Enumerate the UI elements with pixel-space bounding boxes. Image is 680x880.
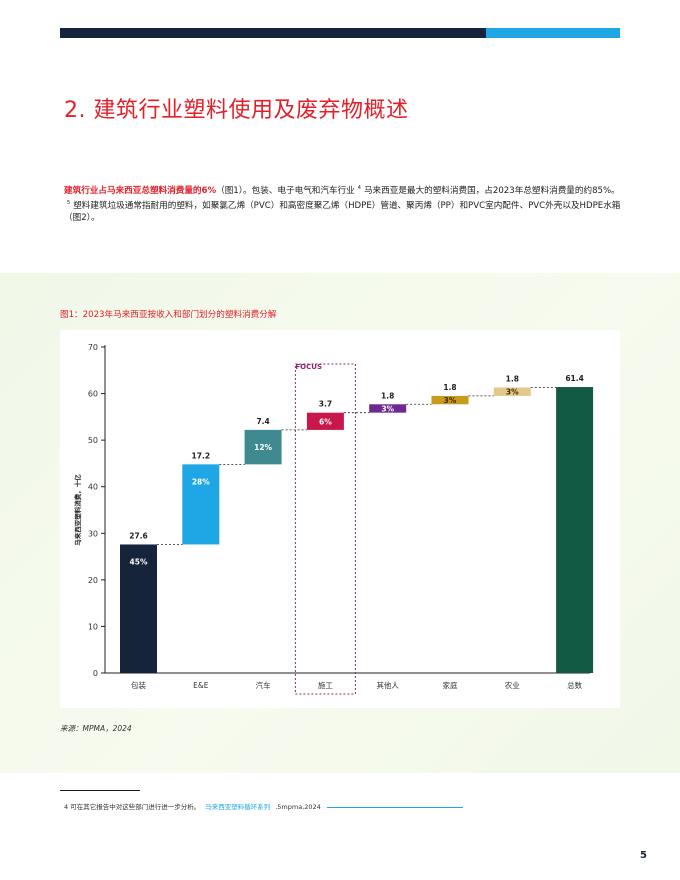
value-label-7: 61.4	[565, 374, 584, 383]
footnote-link[interactable]: 马来西亚塑料循环系列	[205, 803, 271, 811]
y-tick-label: 60	[88, 390, 98, 399]
percent-label-0: 45%	[130, 557, 148, 566]
footnote-rule	[60, 790, 140, 791]
y-tick-label: 40	[88, 483, 98, 492]
bar-6	[493, 387, 531, 396]
y-tick-label: 50	[88, 436, 98, 445]
percent-label-1: 28%	[192, 477, 210, 486]
value-label-6: 1.8	[506, 375, 519, 384]
bar-0	[120, 544, 157, 673]
category-label-5: 家庭	[443, 680, 458, 690]
category-label-1: E&E	[193, 681, 209, 690]
y-tick-label: 30	[88, 529, 98, 538]
intro-text-3: 塑料建筑垃圾通常指耐用的塑料，如聚氯乙烯（PVC）和高密度聚乙烯（HDPE）管道…	[64, 200, 621, 224]
chart-panel: 0 10 20 30 40 50 60 70 马来西亚塑料消费，十亿 FOCUS 27.6 45% 包装…	[60, 330, 620, 708]
bar-7	[556, 387, 594, 673]
value-label-5: 1.8	[443, 383, 456, 392]
value-label-0: 27.6	[129, 531, 148, 540]
y-axis-title: 马来西亚塑料消费，十亿	[73, 474, 82, 546]
category-label-2: 汽车	[256, 680, 271, 690]
bar-3	[306, 412, 344, 430]
footnote: 4 可在其它报告中对这些部门进行进一步分析。 马来西亚塑料循环系列 .5mpma,2…	[64, 801, 463, 811]
y-tick-label: 20	[88, 576, 98, 585]
page-title: 2. 建筑行业塑料使用及废弃物概述	[64, 98, 409, 123]
value-label-3: 3.7	[319, 400, 332, 409]
category-label-4: 其他人	[376, 680, 399, 690]
y-tick-label: 10	[88, 622, 98, 631]
focus-box	[294, 363, 356, 695]
footnote-text: 4 可在其它报告中对这些部门进行进一步分析。	[64, 803, 201, 811]
value-label-4: 1.8	[381, 391, 394, 400]
footnote-suffix: .5mpma,2024	[275, 803, 321, 811]
waterfall-chart: 0 10 20 30 40 50 60 70 马来西亚塑料消费，十亿 FOCUS 27.6 45% 包装…	[73, 343, 594, 695]
focus-label: FOCUS	[295, 363, 322, 371]
category-label-6: 农业	[505, 680, 520, 690]
source-note: 来源：MPMA，2024	[60, 724, 132, 733]
y-tick-label: 70	[88, 343, 98, 352]
bar-5	[431, 395, 469, 405]
percent-label-5: 3%	[444, 396, 457, 405]
bar-2	[244, 429, 282, 465]
y-tick-label: 0	[93, 669, 98, 678]
category-label-7: 总数	[567, 680, 582, 690]
intro-paragraph: 建筑行业占马来西亚总塑料消费量的6%（图1）。包装、电子电气和汽车行业 4 马来西亚…	[64, 182, 624, 224]
value-label-2: 7.4	[256, 417, 269, 426]
page-number: 5	[640, 850, 647, 861]
bar-4	[369, 404, 407, 413]
top-bar-dark	[60, 28, 486, 38]
figure-title: 图1：2023年马来西亚按收入和部门划分的塑料消费分解	[60, 310, 277, 320]
intro-text-1: （图1）。包装、电子电气和汽车行业	[216, 185, 355, 196]
percent-label-4: 3%	[381, 404, 394, 413]
percent-label-3: 6%	[319, 417, 332, 426]
value-label-1: 17.2	[192, 451, 211, 460]
category-label-3: 施工	[318, 680, 333, 690]
top-bar-blue	[486, 28, 620, 38]
footnote-link-underline	[326, 806, 463, 808]
intro-highlight: 建筑行业占马来西亚总塑料消费量的6%	[64, 185, 217, 196]
footnote-ref-4[interactable]: 4	[357, 185, 361, 191]
percent-label-2: 12%	[254, 443, 272, 452]
category-label-0: 包装	[131, 680, 146, 690]
bar-1	[182, 464, 220, 545]
percent-label-6: 3%	[506, 388, 519, 397]
footnote-ref-5[interactable]: 5	[67, 200, 71, 207]
intro-text-2: 马来西亚是最大的塑料消费国，占2023年总塑料消费量的约85%。	[363, 185, 620, 196]
